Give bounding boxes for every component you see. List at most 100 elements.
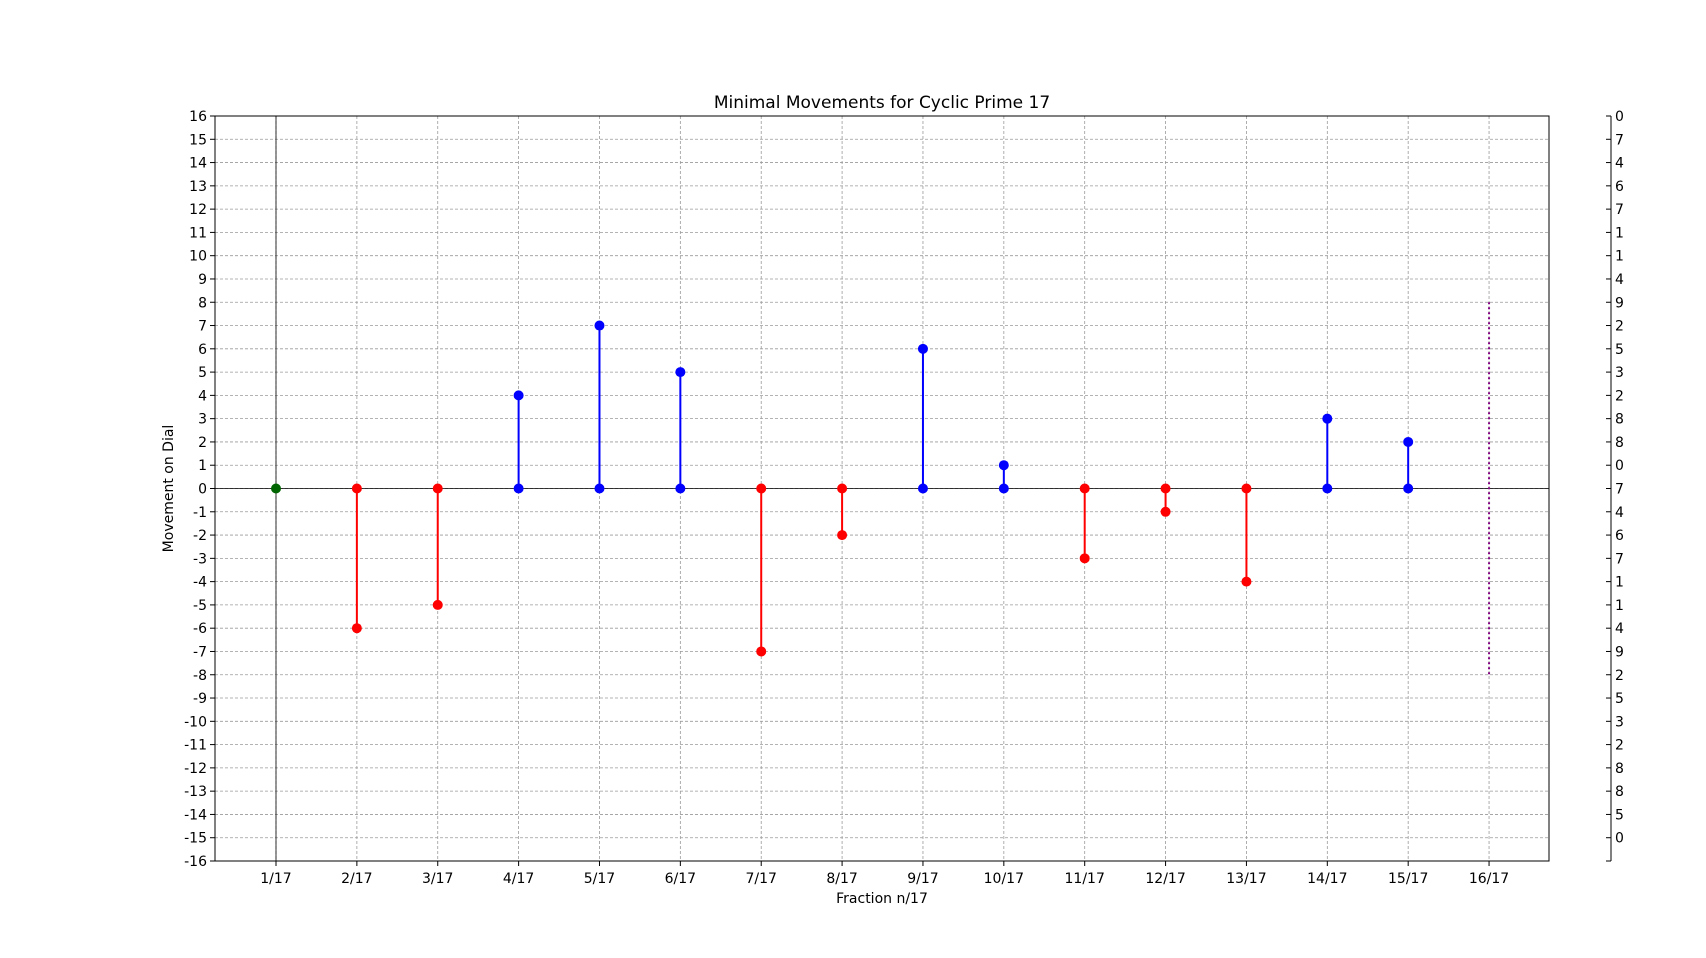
stem-point <box>351 623 362 634</box>
y-tick-label: -13 <box>184 784 207 800</box>
stem-base-point <box>917 483 928 494</box>
stems <box>271 302 1491 675</box>
stem-point <box>432 599 443 610</box>
y-tick-label: 14 <box>189 156 207 172</box>
y-tick-label: 1 <box>198 458 207 474</box>
right-tick-label: 4 <box>1615 272 1624 288</box>
right-tick-label: 2 <box>1615 738 1624 754</box>
right-tick-label: 1 <box>1615 598 1624 614</box>
right-tick-label: 5 <box>1615 342 1624 358</box>
y-tick-label: 8 <box>198 295 207 311</box>
y-tick-label: 7 <box>198 319 207 335</box>
x-tick-label: 11/17 <box>1065 871 1105 887</box>
y-tick-label: 3 <box>198 412 207 428</box>
y-tick-label: 5 <box>198 365 207 381</box>
x-tick-label: 1/17 <box>260 871 291 887</box>
y-tick-label: 13 <box>189 179 207 195</box>
y-tick-label: -5 <box>193 598 207 614</box>
stem-point <box>271 483 281 494</box>
y-tick-label: 0 <box>198 482 207 498</box>
stem-base-point <box>513 483 524 494</box>
right-tick-label: 0 <box>1615 458 1624 474</box>
y-tick-label: -9 <box>193 691 207 707</box>
right-axis-ticks: 0 5 8 8 2 3 5 2 9 4 1 1 7 6 4 7 0 8 8 2 3 5 2 9 4 1 1 7 6 4 7 0 <box>1606 109 1624 862</box>
y-tick-label: -8 <box>193 668 207 684</box>
right-tick-label: 4 <box>1615 505 1624 521</box>
x-tick-label: 5/17 <box>584 871 615 887</box>
x-tick-label: 7/17 <box>745 871 776 887</box>
x-tick-label: 9/17 <box>907 871 938 887</box>
y-tick-label: -14 <box>184 807 207 823</box>
x-tick-label: 12/17 <box>1145 871 1185 887</box>
stem-base-point <box>837 483 848 494</box>
y-axis-ticks: -16-15-14-13-12-11-10-9-8-7-6-5-4-3-2-10… <box>184 109 215 870</box>
y-tick-label: -6 <box>193 621 207 637</box>
stem-point <box>1241 576 1252 587</box>
right-tick-label: 6 <box>1615 528 1624 544</box>
right-tick-label: 3 <box>1615 714 1624 730</box>
y-tick-label: -11 <box>184 738 207 754</box>
right-tick-label: 2 <box>1615 388 1624 404</box>
stem-base-point <box>1079 483 1090 494</box>
y-tick-label: 11 <box>189 225 207 241</box>
right-tick-label: 3 <box>1615 365 1624 381</box>
stem-point <box>594 320 605 331</box>
x-tick-label: 8/17 <box>826 871 857 887</box>
y-tick-label: 9 <box>198 272 207 288</box>
y-tick-label: -4 <box>193 575 207 591</box>
right-tick-label: 0 <box>1615 831 1624 847</box>
y-tick-label: 4 <box>198 388 207 404</box>
right-tick-label: 7 <box>1615 202 1624 218</box>
x-tick-label: 4/17 <box>503 871 534 887</box>
right-tick-label: 7 <box>1615 132 1624 148</box>
y-tick-label: 15 <box>189 132 207 148</box>
y-tick-label: -1 <box>193 505 207 521</box>
right-tick-label: 1 <box>1615 225 1624 241</box>
x-tick-label: 6/17 <box>665 871 696 887</box>
stem-base-point <box>1241 483 1252 494</box>
x-tick-label: 16/17 <box>1469 871 1509 887</box>
stem-point <box>917 343 928 354</box>
x-tick-label: 13/17 <box>1226 871 1266 887</box>
right-tick-label: 1 <box>1615 249 1624 265</box>
y-tick-label: 2 <box>198 435 207 451</box>
stem-point <box>1079 553 1090 564</box>
chart-title: Minimal Movements for Cyclic Prime 17 <box>714 93 1050 113</box>
stem-point <box>513 390 524 401</box>
x-tick-label: 10/17 <box>984 871 1024 887</box>
stem-base-point <box>432 483 443 494</box>
y-tick-label: -2 <box>193 528 207 544</box>
right-tick-label: 8 <box>1615 412 1624 428</box>
plot-frame <box>214 115 1550 862</box>
right-tick-label: 5 <box>1615 691 1624 707</box>
right-tick-label: 8 <box>1615 784 1624 800</box>
y-tick-label: 12 <box>189 202 207 218</box>
x-tick-label: 15/17 <box>1388 871 1428 887</box>
stem-base-point <box>594 483 605 494</box>
right-tick-label: 1 <box>1615 575 1624 591</box>
right-tick-label: 6 <box>1615 179 1624 195</box>
right-tick-label: 4 <box>1615 156 1624 172</box>
y-tick-label: -16 <box>184 854 207 870</box>
stem-point <box>837 530 848 541</box>
x-tick-label: 14/17 <box>1307 871 1347 887</box>
stem-base-point <box>675 483 686 494</box>
right-tick-label: 2 <box>1615 668 1624 684</box>
y-tick-label: 10 <box>189 249 207 265</box>
right-tick-label: 7 <box>1615 551 1624 567</box>
stem-base-point <box>1322 483 1333 494</box>
right-tick-label: 7 <box>1615 482 1624 498</box>
stem-base-point <box>1403 483 1414 494</box>
right-tick-label: 2 <box>1615 319 1624 335</box>
stem-point <box>675 367 686 378</box>
y-tick-label: 6 <box>198 342 207 358</box>
y-tick-label: -3 <box>193 551 207 567</box>
y-tick-label: 16 <box>189 109 207 125</box>
right-tick-label: 0 <box>1615 109 1624 125</box>
stem-point <box>1403 436 1414 447</box>
x-tick-label: 3/17 <box>422 871 453 887</box>
x-axis-ticks: 1/17 2/17 3/17 4/17 5/17 6/17 7/17 8/17 9/17 10/1… <box>260 861 1509 887</box>
stem-base-point <box>998 483 1009 494</box>
